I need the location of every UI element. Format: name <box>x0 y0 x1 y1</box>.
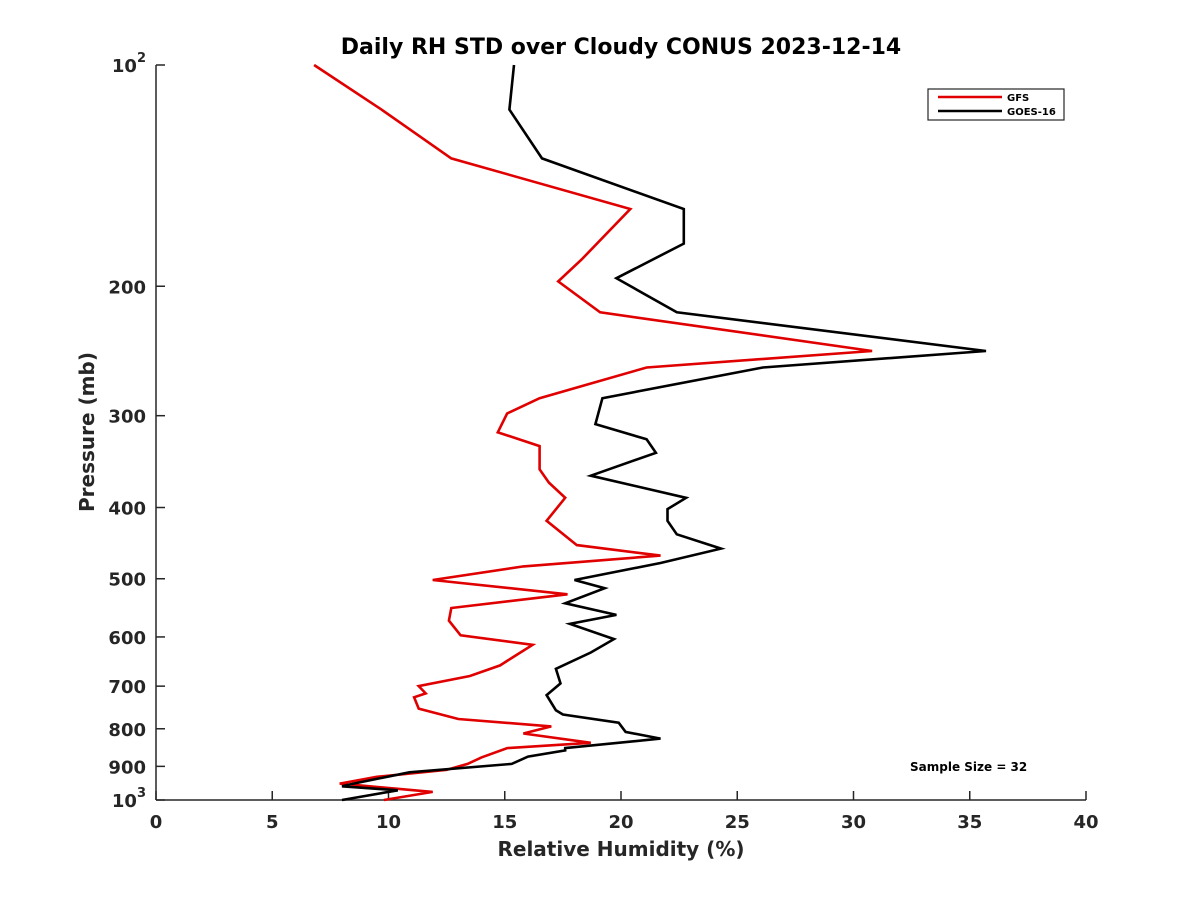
y-tick-label: 103 <box>112 786 146 812</box>
x-axis-label: Relative Humidity (%) <box>497 837 744 861</box>
y-tick-label: 200 <box>108 277 146 298</box>
y-tick-label: 600 <box>108 628 146 649</box>
y-tick-label: 102 <box>112 51 146 77</box>
legend: GFS GOES-16 <box>927 88 1065 121</box>
y-tick-base: 600 <box>108 628 146 649</box>
y-tick-base: 500 <box>108 570 146 591</box>
y-tick-base: 200 <box>108 277 146 298</box>
y-tick-label: 300 <box>108 407 146 428</box>
y-tick-base: 400 <box>108 499 146 520</box>
y-tick-base: 10 <box>112 56 137 77</box>
series-line-goes16 <box>341 64 987 802</box>
x-tick-label: 10 <box>376 812 401 833</box>
legend-label-goes16: GOES-16 <box>1007 107 1056 118</box>
x-tick-label: 25 <box>725 812 750 833</box>
y-tick-base: 900 <box>108 757 146 778</box>
sample-size-annotation: Sample Size = 32 <box>910 760 1027 774</box>
y-tick-exponent: 2 <box>137 51 146 66</box>
y-axis-label: Pressure (mb) <box>75 352 99 512</box>
x-tick-label: 15 <box>492 812 517 833</box>
x-tick-label: 30 <box>841 812 866 833</box>
y-tick-base: 300 <box>108 407 146 428</box>
x-tick-label: 35 <box>957 812 982 833</box>
y-tick-base: 800 <box>108 720 146 741</box>
chart-title: Daily RH STD over Cloudy CONUS 2023-12-1… <box>341 35 901 60</box>
y-tick-base: 10 <box>112 791 137 812</box>
series-line-gfs <box>313 63 873 802</box>
x-tick-label: 5 <box>266 812 279 833</box>
y-tick-label: 900 <box>108 757 146 778</box>
x-axis-ticks: 0 5 10 15 20 25 30 35 40 <box>150 791 1099 833</box>
y-tick-label: 700 <box>108 677 146 698</box>
y-tick-label: 500 <box>108 570 146 591</box>
y-tick-base: 700 <box>108 677 146 698</box>
x-tick-label: 20 <box>608 812 633 833</box>
series-lines <box>313 63 987 802</box>
legend-box <box>927 88 1065 121</box>
legend-label-gfs: GFS <box>1007 93 1029 104</box>
y-tick-exponent: 3 <box>137 786 146 801</box>
y-tick-label: 400 <box>108 499 146 520</box>
x-tick-label: 0 <box>150 812 163 833</box>
x-tick-label: 40 <box>1073 812 1098 833</box>
y-tick-label: 800 <box>108 720 146 741</box>
